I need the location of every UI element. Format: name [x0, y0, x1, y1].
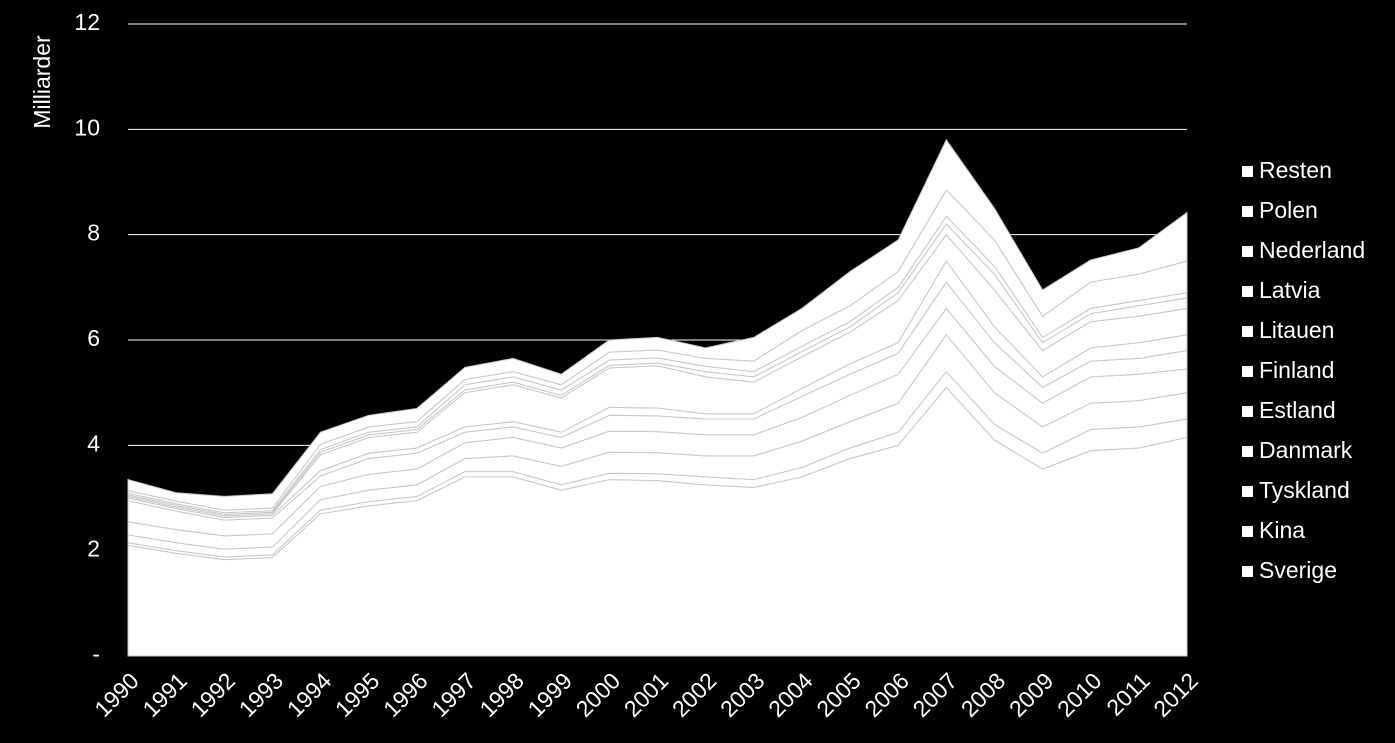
- legend-swatch: [1242, 206, 1253, 217]
- x-tick-label: 1992: [186, 667, 241, 722]
- x-tick-label: 1998: [474, 667, 529, 722]
- x-tick-label: 2003: [715, 667, 770, 722]
- x-tick-label: 2001: [619, 667, 674, 722]
- y-tick-label: 4: [87, 430, 100, 456]
- legend-label: Polen: [1259, 197, 1318, 223]
- y-tick-label: 6: [87, 325, 100, 351]
- legend-label: Kina: [1259, 517, 1305, 543]
- legend-label: Sverige: [1259, 557, 1337, 583]
- legend-swatch: [1242, 486, 1253, 497]
- legend-label: Resten: [1259, 157, 1332, 183]
- y-axis-label: Milliarder: [29, 35, 55, 129]
- x-tick-label: 1999: [522, 667, 577, 722]
- y-tick-label: 10: [74, 114, 100, 140]
- x-tick-label: 2005: [811, 667, 866, 722]
- x-tick-label: 2012: [1148, 667, 1203, 722]
- x-tick-label: 1990: [89, 667, 144, 722]
- x-tick-label: 2008: [956, 667, 1011, 722]
- legend-label: Latvia: [1259, 277, 1321, 303]
- x-tick-label: 1994: [282, 667, 337, 722]
- legend-swatch: [1242, 326, 1253, 337]
- area: [127, 138, 1188, 511]
- legend-swatch: [1242, 566, 1253, 577]
- x-tick-label: 1995: [330, 667, 385, 722]
- x-tick-label: 2011: [1101, 667, 1154, 720]
- x-tick-label: 1993: [234, 667, 289, 722]
- legend-label: Nederland: [1259, 237, 1365, 263]
- x-tick-label: 2009: [1004, 667, 1059, 722]
- y-tick-label: 12: [74, 9, 100, 35]
- y-tick-label: 2: [87, 536, 100, 562]
- legend-swatch: [1242, 526, 1253, 537]
- legend-label: Litauen: [1259, 317, 1334, 343]
- legend-label: Estland: [1259, 397, 1336, 423]
- y-tick-label: 8: [87, 220, 100, 246]
- x-tick-label: 2006: [859, 667, 914, 722]
- legend-label: Danmark: [1259, 437, 1353, 463]
- x-tick-label: 1996: [378, 667, 433, 722]
- y-tick-label: -: [92, 641, 100, 667]
- legend-label: Finland: [1259, 357, 1334, 383]
- x-tick-label: 2007: [908, 667, 963, 722]
- x-tick-label: 1991: [137, 667, 192, 722]
- legend-swatch: [1242, 406, 1253, 417]
- x-tick-label: 2000: [571, 667, 626, 722]
- legend-swatch: [1242, 246, 1253, 257]
- legend-swatch: [1242, 366, 1253, 377]
- x-tick-label: 2010: [1052, 667, 1107, 722]
- x-tick-label: 2002: [667, 667, 722, 722]
- legend-swatch: [1242, 446, 1253, 457]
- legend-swatch: [1242, 166, 1253, 177]
- legend-swatch: [1242, 286, 1253, 297]
- x-tick-label: 1997: [426, 667, 481, 722]
- x-tick-label: 2004: [763, 667, 818, 722]
- legend-label: Tyskland: [1259, 477, 1350, 503]
